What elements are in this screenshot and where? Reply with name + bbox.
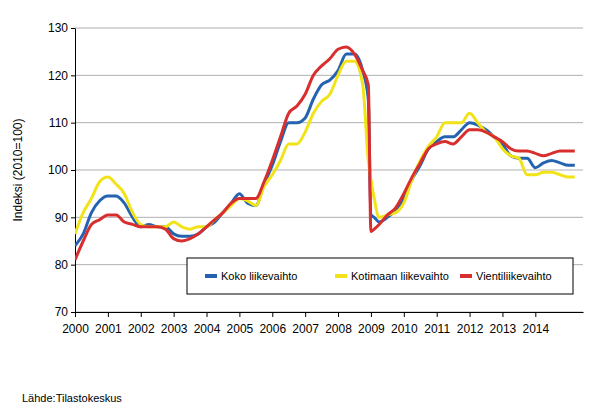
- x-tick-label: 2001: [95, 322, 122, 336]
- legend-label: Koko liikevaihto: [221, 270, 297, 282]
- x-tick-mark: [371, 312, 372, 317]
- x-tick-label: 2010: [391, 322, 418, 336]
- x-tick-label: 2007: [292, 322, 319, 336]
- source-note: Lähde:Tilastokeskus: [22, 392, 122, 404]
- x-tick-mark: [174, 312, 175, 317]
- x-tick-label: 2012: [457, 322, 484, 336]
- x-tick: 2002: [128, 312, 155, 336]
- legend-swatch: [205, 274, 217, 278]
- x-tick-label: 2005: [227, 322, 254, 336]
- x-tick-mark: [535, 312, 536, 317]
- y-tick-label: 130: [48, 21, 68, 35]
- x-tick-mark: [404, 312, 405, 317]
- legend-swatch: [335, 274, 347, 278]
- x-tick: 2006: [259, 312, 286, 336]
- x-tick-mark: [437, 312, 438, 317]
- x-tick-mark: [470, 312, 471, 317]
- x-tick: 2011: [424, 312, 450, 336]
- x-tick-mark: [108, 312, 109, 317]
- x-tick: 2007: [292, 312, 319, 336]
- x-tick-label: 2014: [522, 322, 549, 336]
- x-tick-mark: [272, 312, 273, 317]
- x-tick-label: 2013: [490, 322, 517, 336]
- y-axis: 70 80 90 100 110 120 130: [48, 21, 76, 319]
- y-axis-line: [75, 29, 76, 313]
- legend-label: Vientiliikevaihto: [476, 270, 552, 282]
- grid-line: [75, 170, 583, 171]
- series-line: [75, 61, 575, 234]
- x-tick-label: 2011: [424, 322, 450, 336]
- y-tick: 130: [48, 21, 75, 35]
- x-tick-mark: [305, 312, 306, 317]
- chart: 7080901001101201302000200120022003200420…: [0, 0, 605, 416]
- x-tick-mark: [141, 312, 142, 317]
- y-tick-label: 80: [55, 258, 69, 272]
- x-tick-label: 2009: [358, 322, 385, 336]
- x-tick-label: 2002: [128, 322, 155, 336]
- x-tick-label: 2000: [62, 322, 89, 336]
- x-tick-mark: [338, 312, 339, 317]
- y-tick: 110: [49, 116, 75, 130]
- x-tick-label: 2004: [194, 322, 221, 336]
- y-tick: 120: [48, 69, 75, 83]
- y-axis-title: Indeksi (2010=100): [11, 118, 25, 221]
- y-tick: 70: [55, 305, 75, 319]
- y-tick-mark: [71, 170, 75, 171]
- x-tick: 2009: [358, 312, 385, 336]
- y-tick-mark: [71, 217, 75, 218]
- grid-line: [75, 28, 583, 29]
- series-line: [75, 47, 575, 260]
- grid-line: [75, 312, 583, 313]
- y-tick-label: 70: [55, 305, 69, 319]
- x-tick-mark: [502, 312, 503, 317]
- x-tick-mark: [75, 312, 76, 317]
- y-tick-mark: [71, 28, 75, 29]
- y-tick-mark: [71, 123, 75, 124]
- grid-line: [75, 75, 583, 76]
- y-tick: 100: [48, 163, 75, 177]
- y-tick: 80: [55, 258, 75, 272]
- x-tick: 2012: [457, 312, 484, 336]
- legend-swatch: [460, 274, 472, 278]
- y-tick-label: 90: [55, 211, 69, 225]
- grid-line: [75, 217, 583, 218]
- x-tick: 2013: [490, 312, 517, 336]
- x-tick-mark: [239, 312, 240, 317]
- y-tick-mark: [71, 265, 75, 266]
- x-tick: 2001: [95, 312, 122, 336]
- x-tick-label: 2006: [259, 322, 286, 336]
- x-tick: 2010: [391, 312, 418, 336]
- x-tick-mark: [207, 312, 208, 317]
- y-tick-label: 100: [48, 163, 68, 177]
- y-tick-mark: [71, 75, 75, 76]
- y-tick-label: 110: [49, 116, 68, 130]
- grid: [75, 28, 583, 312]
- x-tick: 2005: [227, 312, 254, 336]
- x-tick-label: 2003: [161, 322, 188, 336]
- y-tick-mark: [71, 312, 75, 313]
- x-tick: 2000: [62, 312, 89, 336]
- legend-box: [187, 258, 573, 294]
- x-tick: 2014: [522, 312, 549, 336]
- y-tick-label: 120: [48, 69, 68, 83]
- y-tick: 90: [55, 211, 75, 225]
- x-tick-label: 2008: [325, 322, 352, 336]
- grid-line: [75, 122, 583, 123]
- x-tick: 2008: [325, 312, 352, 336]
- x-axis: 2000 2001 2002 2003 2004 2005 2006 2007 2008 2009…: [62, 312, 583, 336]
- x-axis-line: [76, 312, 584, 313]
- legend-label: Kotimaan liikevaihto: [351, 270, 449, 282]
- series-line: [75, 54, 575, 246]
- x-tick: 2004: [194, 312, 221, 336]
- x-tick: 2003: [161, 312, 188, 336]
- legend: Koko liikevaihto Kotimaan liikevaihto Vien…: [187, 258, 573, 294]
- plot-lines: [75, 47, 575, 260]
